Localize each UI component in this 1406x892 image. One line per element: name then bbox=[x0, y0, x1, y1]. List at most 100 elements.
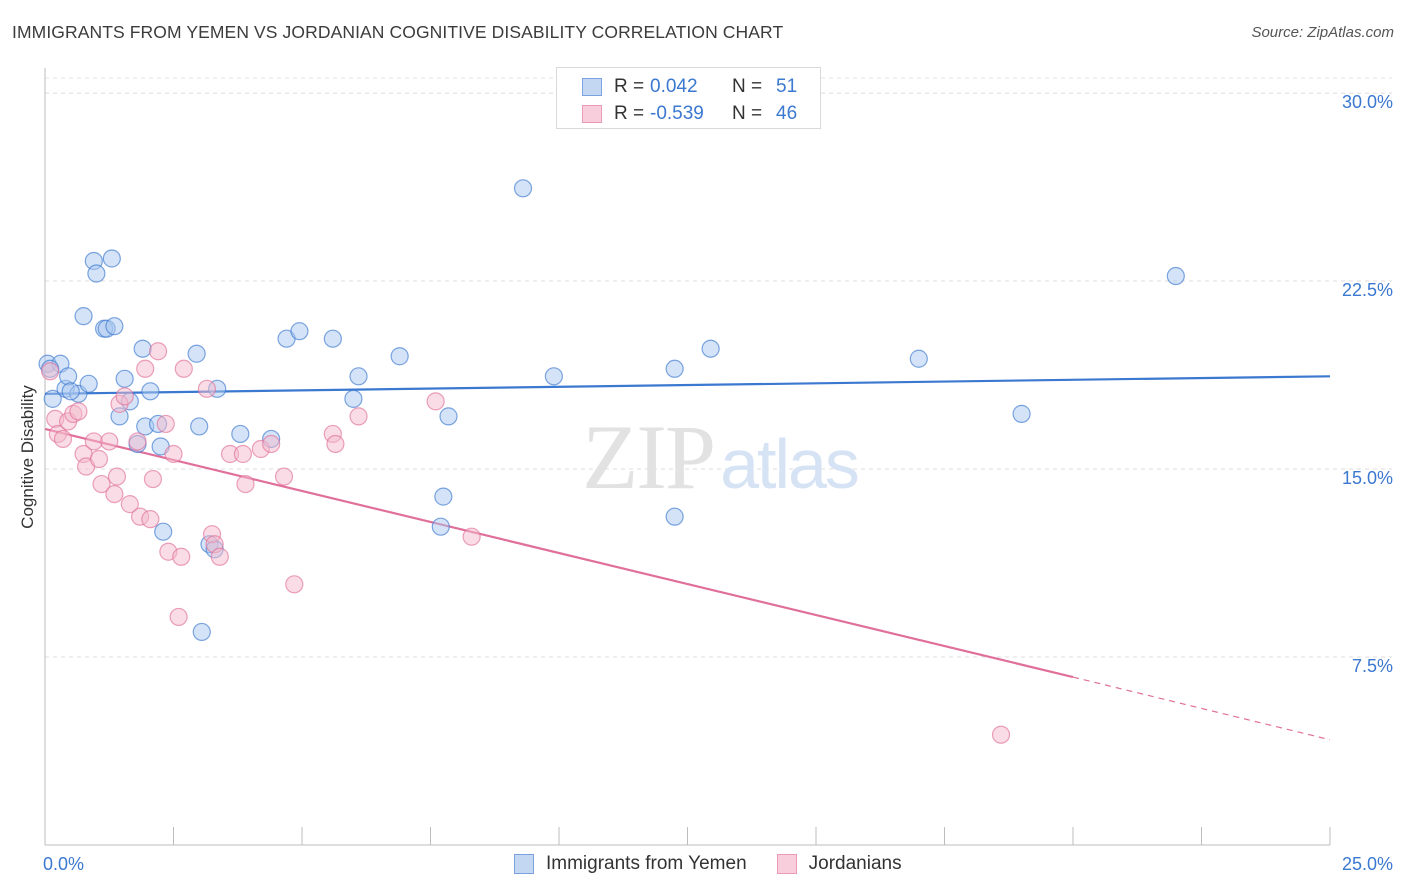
jordanians-point bbox=[89, 449, 109, 469]
yemen-point bbox=[79, 374, 98, 393]
yemen-point bbox=[513, 179, 533, 198]
yemen-point bbox=[115, 369, 134, 388]
jordanians-point bbox=[143, 469, 163, 489]
x-tick-label: 25.0% bbox=[1342, 854, 1393, 874]
jordanians-point bbox=[107, 467, 127, 486]
yemen-point bbox=[439, 407, 458, 426]
jordanians-point bbox=[148, 342, 168, 361]
yemen-point bbox=[701, 339, 720, 358]
yemen-point bbox=[43, 389, 62, 408]
yemen-point bbox=[1166, 266, 1185, 286]
jordanians-point bbox=[262, 434, 281, 454]
jordanians-point bbox=[128, 432, 147, 451]
jordanians-point bbox=[53, 429, 73, 449]
jordanians-point bbox=[991, 725, 1011, 744]
trend-line-yemen bbox=[44, 375, 1331, 395]
yemen-point bbox=[192, 622, 211, 642]
stats-legend: R = 0.042 N = 51 R = -0.539 N = 46 bbox=[556, 67, 821, 129]
x-tick-label: 0.0% bbox=[43, 854, 84, 874]
legend-jordanians-label: Jordanians bbox=[808, 853, 902, 874]
jordanians-point bbox=[197, 379, 217, 398]
jordanians-point bbox=[285, 575, 304, 594]
yemen-point bbox=[105, 317, 124, 336]
source-label: Source: ZipAtlas.com bbox=[1251, 24, 1394, 41]
jordanians-point bbox=[233, 444, 252, 464]
jordanians-point bbox=[100, 432, 119, 451]
jordanians-point bbox=[426, 392, 445, 411]
jordanians-point bbox=[69, 402, 88, 421]
yemen-point bbox=[1012, 404, 1031, 423]
n-label: N = bbox=[732, 76, 763, 97]
jordanians-point bbox=[164, 444, 183, 464]
r-label: R = bbox=[614, 76, 645, 97]
jordanians-point bbox=[92, 474, 111, 494]
jordanians-point bbox=[141, 510, 160, 529]
yemen-point bbox=[59, 367, 78, 386]
yemen-point bbox=[87, 264, 106, 283]
jordanians-point bbox=[462, 527, 481, 546]
yemen-point bbox=[390, 347, 409, 366]
y-tick-label: 22.5% bbox=[1342, 280, 1393, 300]
yemen-point bbox=[665, 507, 684, 526]
r-value: -0.539 bbox=[650, 103, 704, 124]
stats-row-yemen: R = 0.042 N = 51 bbox=[557, 73, 797, 101]
yemen-point bbox=[187, 344, 206, 363]
yemen-point bbox=[133, 339, 152, 358]
stats-row-jordanians: R = -0.539 N = 46 bbox=[557, 100, 797, 128]
yemen-point bbox=[290, 322, 309, 341]
x-tick-labels: 0.0% 25.0% bbox=[43, 854, 1393, 874]
jordanians-point bbox=[84, 432, 103, 451]
jordanians-point bbox=[105, 484, 124, 504]
y-tick-label: 30.0% bbox=[1342, 92, 1393, 112]
legend-jordanians-swatch bbox=[776, 854, 797, 874]
yemen-point bbox=[190, 417, 209, 436]
yemen-point bbox=[102, 249, 121, 268]
r-label: R = bbox=[614, 103, 645, 124]
y-tick-label: 7.5% bbox=[1352, 656, 1393, 676]
chart-title: IMMIGRANTS FROM YEMEN VS JORDANIAN COGNI… bbox=[12, 22, 784, 42]
yemen-point bbox=[74, 307, 93, 326]
watermark-zip: ZIP bbox=[582, 406, 714, 508]
jordanians-point bbox=[41, 362, 60, 381]
jordanians-point bbox=[210, 547, 229, 566]
r-value: 0.042 bbox=[650, 76, 698, 97]
yemen-point bbox=[431, 517, 450, 536]
trend-lines bbox=[44, 375, 1331, 741]
n-value: 46 bbox=[776, 103, 798, 124]
yemen-point bbox=[349, 367, 368, 386]
legend-yemen-label: Immigrants from Yemen bbox=[546, 853, 747, 874]
yemen-swatch bbox=[582, 78, 602, 96]
watermark-atlas: atlas bbox=[720, 425, 858, 503]
yemen-point bbox=[141, 382, 160, 401]
watermark: ZIPatlas bbox=[582, 406, 858, 508]
n-label: N = bbox=[732, 103, 763, 124]
yemen-point bbox=[665, 359, 684, 378]
yemen-point bbox=[61, 382, 80, 401]
yemen-point bbox=[344, 389, 363, 408]
y-tick-label: 15.0% bbox=[1342, 468, 1393, 488]
yemen-point bbox=[434, 487, 453, 506]
jordanians-point bbox=[236, 474, 255, 494]
trend-line-extension bbox=[1072, 676, 1331, 741]
jordanians-point bbox=[115, 387, 134, 406]
yemen-point bbox=[323, 329, 342, 348]
yemen-point bbox=[231, 424, 250, 444]
yemen-point bbox=[154, 522, 173, 541]
jordanians-point bbox=[349, 407, 368, 426]
jordanians-point bbox=[174, 359, 193, 378]
jordanians-point bbox=[136, 359, 155, 378]
data-points bbox=[38, 179, 1185, 744]
legend-yemen-swatch bbox=[514, 854, 534, 874]
yemen-point bbox=[544, 367, 563, 386]
series-legend: Immigrants from Yemen Jordanians bbox=[514, 851, 902, 877]
y-tick-labels: 7.5% 15.0% 22.5% 30.0% bbox=[1342, 92, 1393, 676]
n-value: 51 bbox=[776, 76, 798, 97]
jordanians-point bbox=[172, 547, 191, 566]
yemen-point bbox=[909, 349, 928, 368]
jordanians-point bbox=[156, 414, 175, 434]
y-axis-label: Cognitive Disability bbox=[18, 385, 37, 529]
grid-lines bbox=[45, 77, 1392, 658]
jordanians-swatch bbox=[582, 105, 602, 123]
jordanians-point bbox=[169, 607, 188, 627]
